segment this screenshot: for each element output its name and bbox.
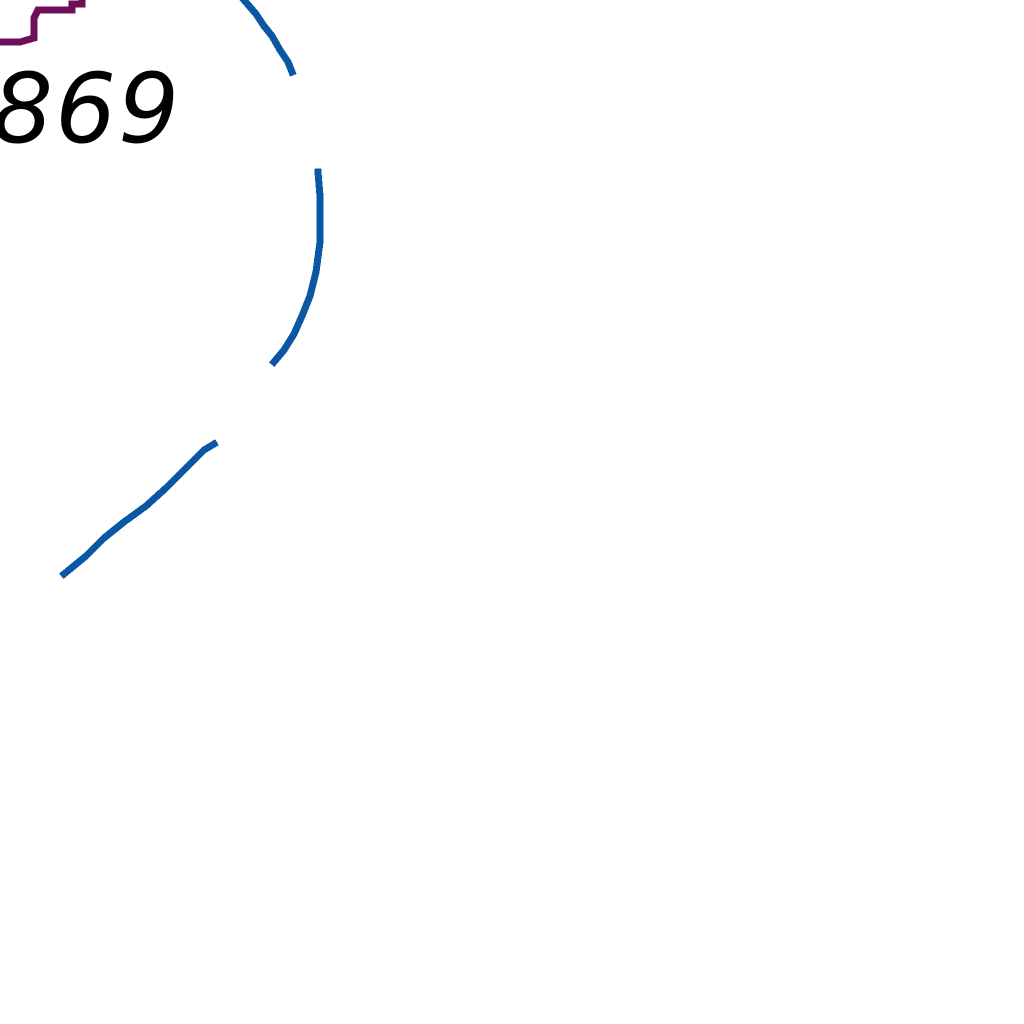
blue-line-segment-right: [269, 168, 324, 367]
blue-line-segment-top: [239, 0, 297, 77]
route-number-label: 869: [0, 53, 181, 165]
blue-line-segment-lower: [59, 439, 219, 579]
purple-route-line: [0, 0, 86, 46]
